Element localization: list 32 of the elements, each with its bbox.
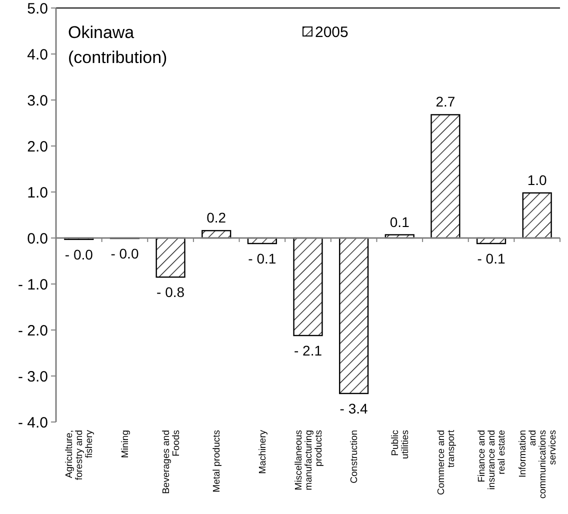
y-tick-label: 2.0 <box>27 138 48 156</box>
data-label: - 0.0 <box>110 245 139 262</box>
y-tick-label: - 4.0 <box>18 414 48 432</box>
y-tick-label: - 1.0 <box>18 276 48 294</box>
data-label: 1.0 <box>527 172 548 188</box>
x-tick-label: Beverages and Foods <box>160 430 182 494</box>
data-label: 0.2 <box>206 210 226 226</box>
y-tick-label: 1.0 <box>27 184 48 202</box>
y-tick-label: 0.0 <box>27 230 48 248</box>
data-label: - 0.1 <box>477 250 506 267</box>
text: Okinawa <box>68 23 135 42</box>
x-tick-label: Metal products <box>212 430 223 492</box>
y-tick-label: 5.0 <box>27 0 48 18</box>
y-tick-label: 3.0 <box>27 92 48 110</box>
data-label: - 0.1 <box>248 250 276 267</box>
data-label: - 3.4 <box>340 400 368 416</box>
x-tick-label: Miscellaneous manufacturing products <box>293 430 324 490</box>
text: (contribution) <box>68 48 168 67</box>
x-tick-label: Construction <box>349 430 360 484</box>
x-tick-label: Agriculture, forestry and fishery <box>64 430 96 480</box>
y-tick-label: - 2.0 <box>18 322 48 340</box>
x-tick-label: Public utilities <box>390 430 411 460</box>
data-label: - 0.8 <box>156 284 185 300</box>
data-label: 0.1 <box>390 214 410 230</box>
x-tick-label: Machinery <box>258 430 269 474</box>
data-label: 2.7 <box>436 94 456 110</box>
data-label: - 0.0 <box>64 246 94 262</box>
y-tick-label: - 3.0 <box>18 368 48 386</box>
y-tick-label: 4.0 <box>27 46 48 64</box>
legend-label: 2005 <box>315 24 348 41</box>
data-label: - 2.1 <box>294 342 322 359</box>
x-tick-label: Mining <box>120 430 132 458</box>
